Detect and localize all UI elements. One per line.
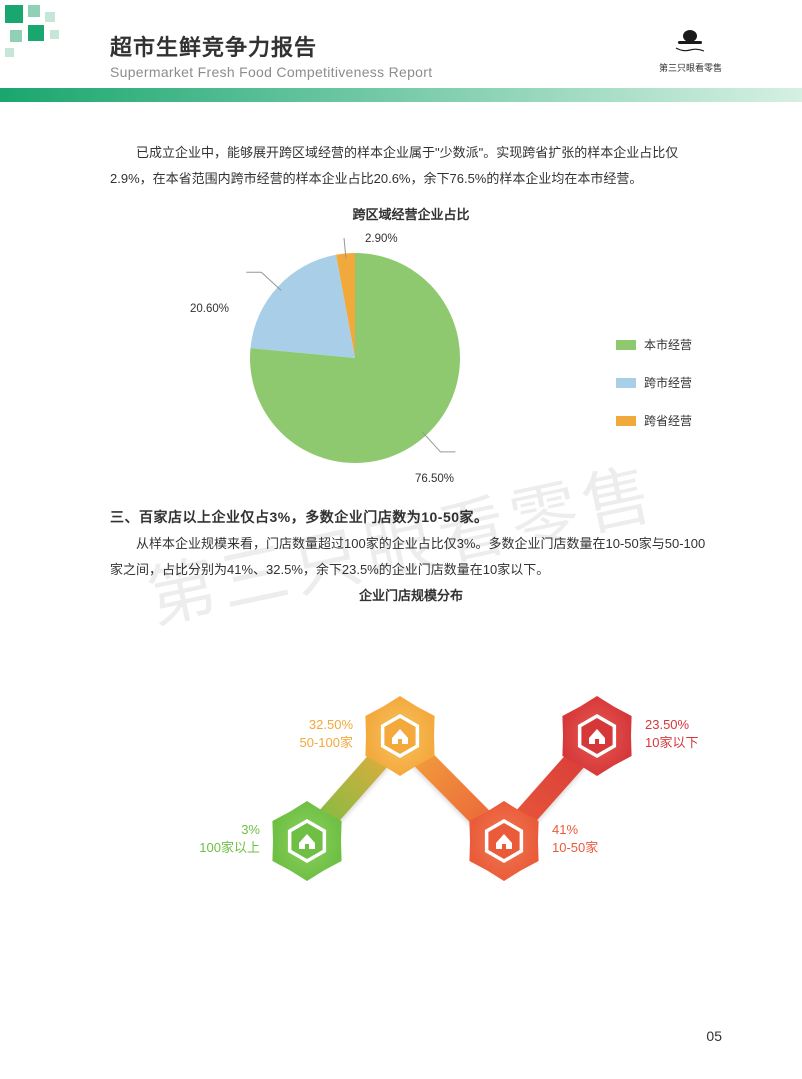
infographic-node [358, 694, 442, 778]
infographic-title: 企业门店规模分布 [110, 583, 712, 609]
legend-item: 本市经营 [616, 333, 692, 357]
infographic: 3%100家以上32.50%50-100家41%10-50家23.50%10家以… [110, 624, 712, 904]
brand-logo: 第三只眼看零售 [659, 28, 722, 74]
infographic-node [265, 799, 349, 883]
infographic-node-label: 41%10-50家 [552, 821, 642, 857]
title-en: Supermarket Fresh Food Competitiveness R… [110, 64, 712, 80]
pie-slice-label: 76.50% [415, 468, 454, 491]
legend-swatch [616, 340, 636, 350]
infographic-node-label: 32.50%50-100家 [268, 716, 353, 752]
pie-chart-title: 跨区域经营企业占比 [110, 202, 712, 228]
logo-caption: 第三只眼看零售 [659, 61, 722, 74]
pie-slice-label: 20.60% [190, 298, 229, 321]
pie-leader [422, 432, 455, 452]
content: 已成立企业中，能够展开跨区域经营的样本企业属于"少数派"。实现跨省扩张的样本企业… [0, 90, 802, 904]
hat-icon [673, 28, 707, 54]
infographic-node-label: 3%100家以上 [175, 821, 260, 857]
legend-label: 本市经营 [644, 333, 692, 357]
legend-swatch [616, 378, 636, 388]
legend-label: 跨市经营 [644, 371, 692, 395]
pie-svg [235, 238, 475, 478]
header-bar [0, 88, 802, 102]
paragraph-1: 已成立企业中，能够展开跨区域经营的样本企业属于"少数派"。实现跨省扩张的样本企业… [110, 140, 712, 192]
legend-label: 跨省经营 [644, 409, 692, 433]
page-number: 05 [706, 1028, 722, 1044]
header: 超市生鲜竞争力报告 Supermarket Fresh Food Competi… [0, 0, 802, 90]
legend-swatch [616, 416, 636, 426]
legend-item: 跨省经营 [616, 409, 692, 433]
pie-legend: 本市经营跨市经营跨省经营 [616, 333, 692, 447]
pie-slice-label: 2.90% [365, 228, 398, 251]
title-cn: 超市生鲜竞争力报告 [110, 30, 712, 62]
paragraph-2: 从样本企业规模来看，门店数量超过100家的企业占比仅3%。多数企业门店数量在10… [110, 531, 712, 583]
pie-chart: 本市经营跨市经营跨省经营 2.90%20.60%76.50% [110, 233, 712, 493]
infographic-node [555, 694, 639, 778]
infographic-node-label: 23.50%10家以下 [645, 716, 735, 752]
legend-item: 跨市经营 [616, 371, 692, 395]
pie-leader [246, 272, 281, 290]
infographic-node [462, 799, 546, 883]
section-3-heading: 三、百家店以上企业仅占3%，多数企业门店数为10-50家。 [110, 503, 712, 531]
